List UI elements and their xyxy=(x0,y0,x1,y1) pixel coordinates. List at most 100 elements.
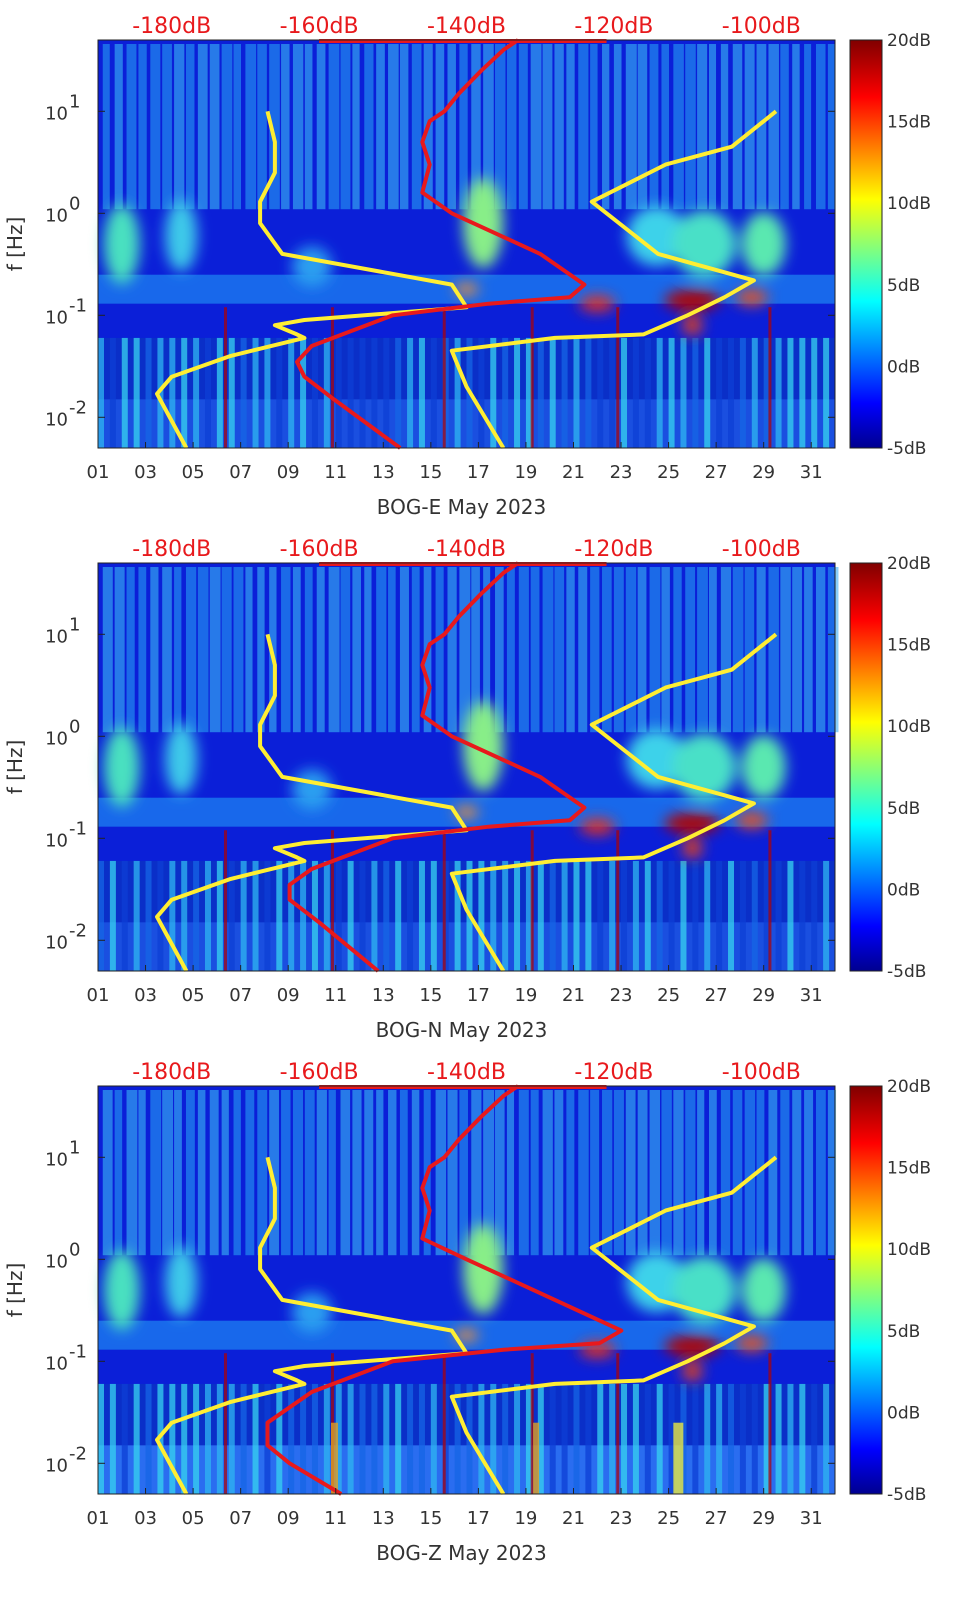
stripe xyxy=(597,1383,604,1494)
stripe xyxy=(352,1090,362,1256)
stripe xyxy=(121,1383,128,1494)
stripe xyxy=(656,1383,663,1494)
stripe xyxy=(621,1383,628,1494)
axes-frame xyxy=(97,1085,836,1495)
stripe xyxy=(418,337,425,448)
stripe xyxy=(578,567,588,733)
stripe xyxy=(364,1090,374,1256)
x-axis-title: BOG-E May 2023 xyxy=(377,495,546,519)
stripe xyxy=(240,337,247,448)
top-db-label: -160dB xyxy=(280,1060,359,1085)
stripe xyxy=(209,1090,219,1256)
spike xyxy=(442,1353,446,1494)
top-db-label: -180dB xyxy=(132,537,211,562)
stripe xyxy=(483,1090,495,1256)
stripe xyxy=(685,567,696,733)
spectrogram-panel: 01 03 05 07 09 11 13 15 17 19 21 23 25 27 29 3110-210-1… xyxy=(3,14,931,519)
stripe xyxy=(371,860,378,971)
x-tick-label: 17 xyxy=(467,462,490,483)
stripe xyxy=(181,337,188,448)
stripe xyxy=(216,337,223,448)
stripe xyxy=(537,337,544,448)
stripe xyxy=(399,1090,408,1256)
stripe xyxy=(109,860,116,971)
spike xyxy=(530,1353,534,1494)
energy-blob xyxy=(579,295,616,312)
stripe xyxy=(257,44,267,210)
x-tick-label: 05 xyxy=(182,462,205,483)
energy-blob xyxy=(463,701,504,792)
stripe xyxy=(661,567,670,733)
stripe xyxy=(454,860,461,971)
colorbar-label: 20dB xyxy=(887,31,931,51)
x-tick-label: 15 xyxy=(419,462,442,483)
stripe xyxy=(335,337,342,448)
energy-blobs xyxy=(103,178,786,336)
energy-blob xyxy=(735,289,768,306)
stripe xyxy=(383,337,390,448)
daily-stripes xyxy=(98,44,835,448)
y-axis-title: f [Hz] xyxy=(3,217,27,272)
stripe xyxy=(157,860,164,971)
spike xyxy=(330,1422,338,1494)
stripe xyxy=(281,567,291,733)
colorbar-label: -5dB xyxy=(887,962,926,982)
stripe xyxy=(228,1383,235,1494)
stripe xyxy=(145,337,152,448)
stripe xyxy=(292,1090,304,1256)
spike xyxy=(224,1353,228,1494)
axes-frame xyxy=(97,39,836,449)
stripe xyxy=(680,860,687,971)
stripe xyxy=(359,860,366,971)
stripe xyxy=(732,567,744,733)
x-tick-label: 21 xyxy=(562,462,585,483)
stripe xyxy=(716,1383,723,1494)
spike xyxy=(330,307,334,448)
stripe xyxy=(109,337,116,448)
stripe xyxy=(811,860,818,971)
stripe xyxy=(744,567,755,733)
stripe xyxy=(680,1383,687,1494)
stripe xyxy=(554,1090,564,1256)
y-tick-exponent: -2 xyxy=(69,397,87,418)
y-axis-title: f [Hz] xyxy=(3,1263,27,1318)
x-tick-label: 21 xyxy=(562,985,585,1006)
stripe xyxy=(495,1090,505,1256)
top-db-label: -120dB xyxy=(574,537,653,562)
stripe xyxy=(728,1383,735,1494)
stripe xyxy=(138,567,147,733)
stripe xyxy=(613,1090,624,1256)
x-tick-label: 31 xyxy=(800,462,823,483)
stripe xyxy=(181,860,188,971)
x-tick-label: 05 xyxy=(182,1508,205,1529)
top-db-label: -160dB xyxy=(280,537,359,562)
y-tick-label: 10 xyxy=(45,103,68,124)
stripe xyxy=(388,567,396,733)
stripe xyxy=(185,44,195,210)
stripe xyxy=(542,44,553,210)
stripe xyxy=(98,860,104,971)
stripe xyxy=(668,1383,675,1494)
y-tick-label: 10 xyxy=(45,932,68,953)
stripe xyxy=(549,860,556,971)
stripe xyxy=(716,860,723,971)
stripe xyxy=(697,567,708,733)
stripe xyxy=(751,1383,758,1494)
spike xyxy=(768,830,772,971)
stripe xyxy=(204,860,211,971)
stripe xyxy=(585,860,592,971)
stripe xyxy=(257,1090,268,1256)
stripe xyxy=(288,1383,295,1494)
stripe xyxy=(704,337,711,448)
stripe xyxy=(252,1383,259,1494)
x-tick-label: 13 xyxy=(372,1508,395,1529)
x-tick-label: 31 xyxy=(800,985,823,1006)
stripe xyxy=(193,337,200,448)
stripe xyxy=(430,1383,437,1494)
stripe xyxy=(435,567,444,733)
stripe xyxy=(478,1383,485,1494)
stripe xyxy=(328,44,340,210)
station-PSD-line xyxy=(295,38,587,450)
x-tick-label: 17 xyxy=(467,1508,490,1529)
energy-blob xyxy=(741,1258,786,1322)
